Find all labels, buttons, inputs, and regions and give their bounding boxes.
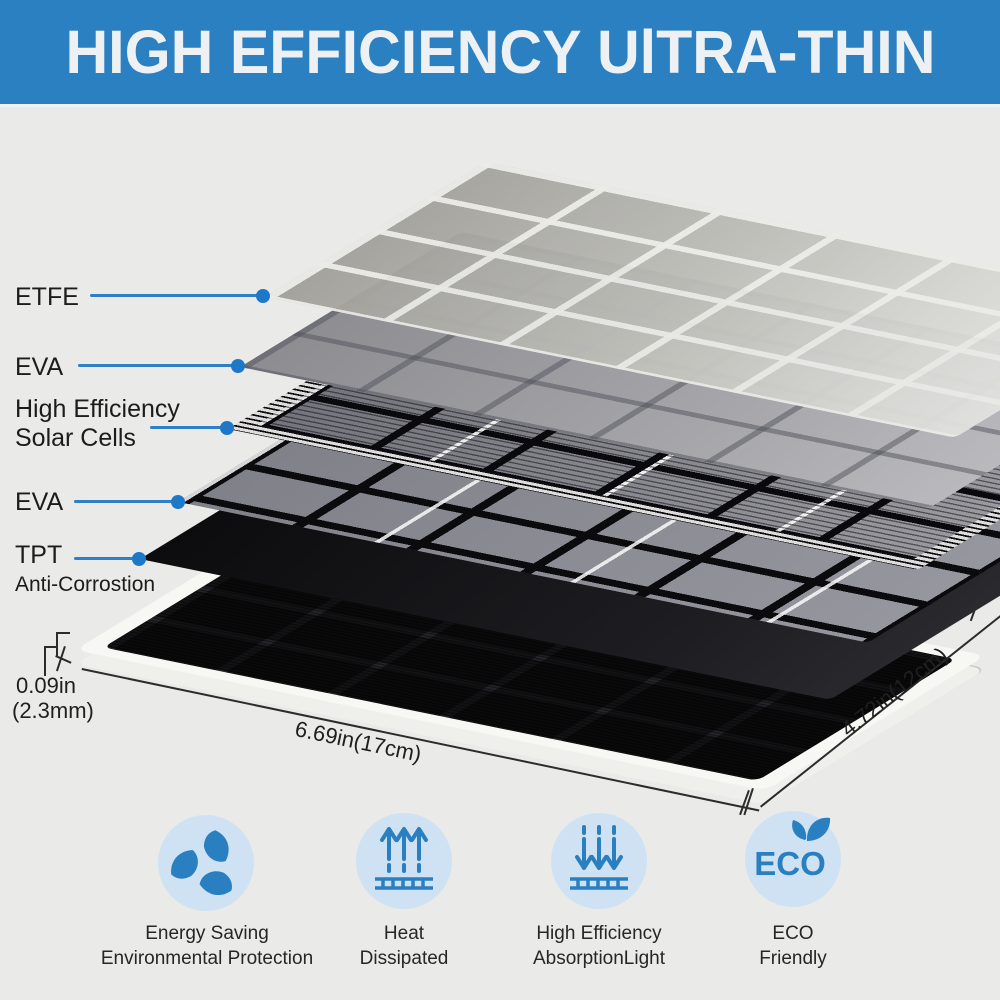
layer-label-tpt-sub: Anti-Corrostion [15, 573, 156, 596]
solar-cells-label-line2: Solar Cells [15, 424, 136, 452]
feature-energy-saving-caption: Energy Saving Environmental Protection [57, 921, 357, 971]
caption-line: High Efficiency [536, 923, 662, 944]
leader-line-tpt [74, 557, 140, 560]
thickness-bracket-top-tick [56, 632, 70, 634]
leader-line-etfe [90, 294, 260, 297]
caption-line: Environmental Protection [100, 948, 314, 969]
caption-line: Dissipated [359, 948, 449, 969]
feature-eco-friendly: ECO [745, 811, 841, 907]
eco-leaf-large [806, 817, 831, 841]
caption-line: ECO [772, 923, 814, 944]
leader-dot-solar-cells [220, 421, 234, 435]
feature-light-absorption [551, 813, 647, 909]
eco-friendly-icon: ECO [754, 817, 831, 882]
recycle-leaves-icon [171, 830, 232, 896]
caption-line: Energy Saving [145, 923, 269, 944]
caption-line: Heat [383, 923, 425, 944]
layer-label-solar-cells: High Efficiency Solar Cells [15, 395, 180, 453]
layer-label-tpt: TPT [15, 541, 63, 569]
caption-line: AbsorptionLight [532, 948, 666, 969]
thickness-leader-vertical [44, 646, 46, 676]
layer-label-etfe: ETFE [15, 283, 79, 311]
leader-dot-tpt [132, 552, 146, 566]
feature-eco-friendly-caption: ECO Friendly [693, 921, 893, 971]
leader-line-eva-top [78, 364, 236, 367]
page-title-text: HIGH EFFICIENCY UlTRA-THIN [64, 18, 935, 86]
thickness-leader-horizontal [44, 646, 57, 648]
feature-heat-dissipated-caption: Heat Dissipated [304, 921, 504, 971]
thickness-bracket-line [56, 632, 58, 657]
layer-label-eva-top: EVA [15, 353, 64, 381]
caption-line: Friendly [759, 948, 827, 969]
feature-heat-dissipated [356, 813, 452, 909]
leader-line-eva-bottom [74, 500, 179, 503]
heat-dissipated-icon [375, 827, 433, 890]
header-banner: HIGH EFFICIENCY UlTRA-THIN [0, 0, 1000, 107]
page-title: HIGH EFFICIENCY UlTRA-THIN [65, 17, 935, 87]
leader-dot-etfe [256, 289, 270, 303]
feature-light-absorption-caption: High Efficiency AbsorptionLight [479, 921, 719, 971]
eco-icon-text: ECO [754, 845, 826, 882]
solar-cells-label-line1: High Efficiency [15, 395, 180, 423]
leader-dot-eva-bottom [171, 495, 185, 509]
thickness-label-inches: 0.09in [16, 673, 76, 698]
eco-leaf-small [792, 820, 807, 840]
feature-energy-saving [158, 815, 254, 911]
thickness-label-mm: (2.3mm) [12, 698, 94, 723]
layer-label-eva-bottom: EVA [15, 488, 64, 516]
light-absorption-icon [570, 825, 628, 890]
leader-dot-eva-top [231, 359, 245, 373]
leader-line-solar-cells [150, 426, 225, 429]
